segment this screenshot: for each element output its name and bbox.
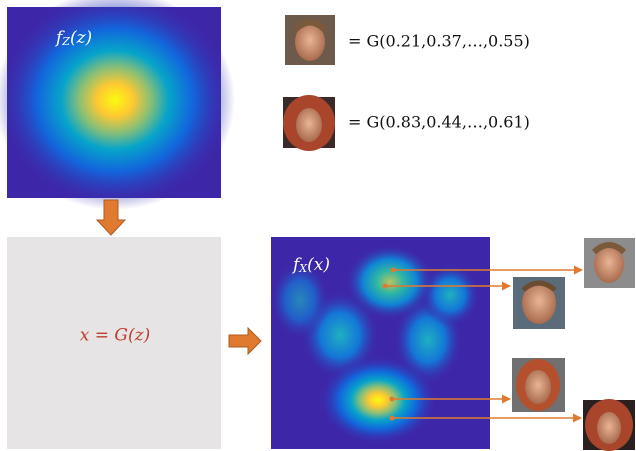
- latent-heatmap: fZ(z): [0, 0, 235, 210]
- right-arrow: [229, 328, 261, 354]
- data-density-label: fX(x): [291, 255, 330, 276]
- diagram: fZ(z) x = G(z) fX(x) = G(0.21,0.37,…: [0, 0, 636, 451]
- generator-label: x = G(z): [80, 326, 150, 346]
- label-part: (z): [70, 28, 92, 48]
- example-equation: = G(0.21,0.37,…,0.55): [348, 32, 530, 51]
- label-part: Z: [61, 35, 70, 48]
- label-part: (x): [307, 255, 330, 275]
- latent-density-label: fZ(z): [54, 28, 92, 49]
- data-heatmap: fX(x): [270, 237, 490, 449]
- example-equation: = G(0.83,0.44,…,0.61): [348, 113, 530, 132]
